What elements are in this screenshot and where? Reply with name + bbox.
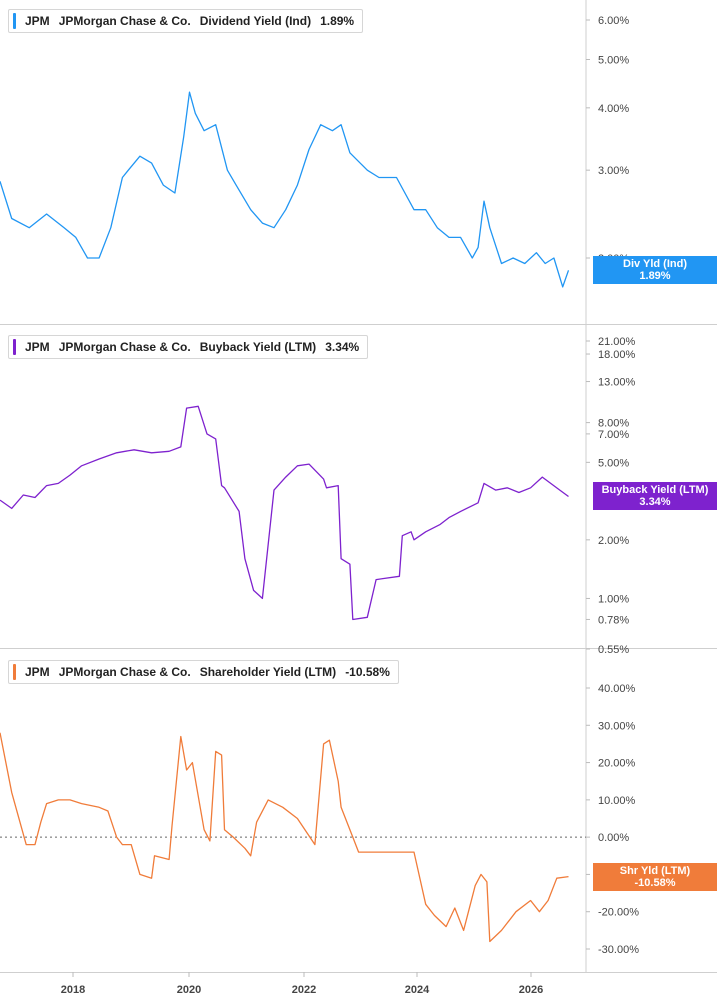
legend-metric: Shareholder Yield (LTM) bbox=[199, 665, 337, 679]
legend-ticker: JPM bbox=[25, 340, 50, 354]
y-tick-label: 5.00% bbox=[598, 54, 629, 66]
y-tick-label: 0.78% bbox=[598, 614, 629, 626]
x-tick-label: 2018 bbox=[61, 984, 85, 996]
y-tick-label: 18.00% bbox=[598, 349, 636, 361]
x-tick-label: 2022 bbox=[292, 984, 316, 996]
legend-ticker: JPM bbox=[25, 14, 50, 28]
y-tick-label: 20.00% bbox=[598, 758, 636, 770]
legend-last-value: -10.58% bbox=[345, 665, 390, 679]
series-line-0 bbox=[0, 91, 570, 288]
legend-dividend-yield[interactable]: JPM JPMorgan Chase & Co. Dividend Yield … bbox=[8, 9, 364, 33]
tag-label: Shr Yld (LTM) bbox=[619, 864, 691, 877]
series-color-swatch bbox=[13, 339, 16, 355]
tag-label: Buyback Yield (LTM) bbox=[601, 484, 709, 497]
y-tick-label: 7.00% bbox=[598, 429, 629, 441]
y-tick-label: 5.00% bbox=[598, 457, 629, 469]
legend-last-value: 1.89% bbox=[320, 14, 355, 28]
tag-label: Div Yld (Ind) bbox=[623, 258, 687, 271]
x-tick-label: 2026 bbox=[519, 984, 543, 996]
y-tick-label: 13.00% bbox=[598, 377, 636, 389]
last-value-tag-buyback: Buyback Yield (LTM) 3.34% bbox=[593, 482, 717, 511]
legend-company: JPMorgan Chase & Co. bbox=[58, 665, 191, 679]
series-color-swatch bbox=[13, 664, 16, 680]
series-line-2 bbox=[0, 732, 569, 943]
legend-buyback-yield[interactable]: JPM JPMorgan Chase & Co. Buyback Yield (… bbox=[8, 335, 369, 359]
series-line-1 bbox=[0, 405, 569, 621]
y-tick-label: 10.00% bbox=[598, 795, 636, 807]
y-tick-label: 21.00% bbox=[598, 336, 636, 348]
x-tick-label: 2024 bbox=[405, 984, 430, 996]
y-tick-label: 8.00% bbox=[598, 418, 629, 430]
tag-value: -10.58% bbox=[634, 876, 676, 889]
y-tick-label: -30.00% bbox=[598, 944, 639, 956]
legend-last-value: 3.34% bbox=[325, 340, 360, 354]
legend-ticker: JPM bbox=[25, 665, 50, 679]
last-value-tag-dividend: Div Yld (Ind) 1.89% bbox=[593, 256, 717, 285]
y-tick-label: 6.00% bbox=[598, 15, 629, 27]
y-tick-label: 0.55% bbox=[598, 644, 629, 656]
legend-metric: Dividend Yield (Ind) bbox=[199, 14, 312, 28]
y-tick-label: 3.00% bbox=[598, 165, 629, 177]
y-tick-label: 40.00% bbox=[598, 683, 636, 695]
tag-value: 3.34% bbox=[639, 496, 671, 509]
y-tick-label: 30.00% bbox=[598, 720, 636, 732]
legend-company: JPMorgan Chase & Co. bbox=[58, 14, 191, 28]
y-tick-label: 2.00% bbox=[598, 535, 629, 547]
y-tick-label: 1.00% bbox=[598, 593, 629, 605]
y-tick-label: 4.00% bbox=[598, 103, 629, 115]
series-color-swatch bbox=[13, 13, 16, 29]
y-tick-label: 0.00% bbox=[598, 832, 629, 844]
legend-metric: Buyback Yield (LTM) bbox=[199, 340, 317, 354]
legend-company: JPMorgan Chase & Co. bbox=[58, 340, 191, 354]
y-tick-label: -20.00% bbox=[598, 907, 639, 919]
x-tick-label: 2020 bbox=[177, 984, 201, 996]
last-value-tag-shareholder: Shr Yld (LTM) -10.58% bbox=[593, 862, 717, 891]
legend-shareholder-yield[interactable]: JPM JPMorgan Chase & Co. Shareholder Yie… bbox=[8, 660, 399, 684]
tag-value: 1.89% bbox=[639, 270, 671, 283]
